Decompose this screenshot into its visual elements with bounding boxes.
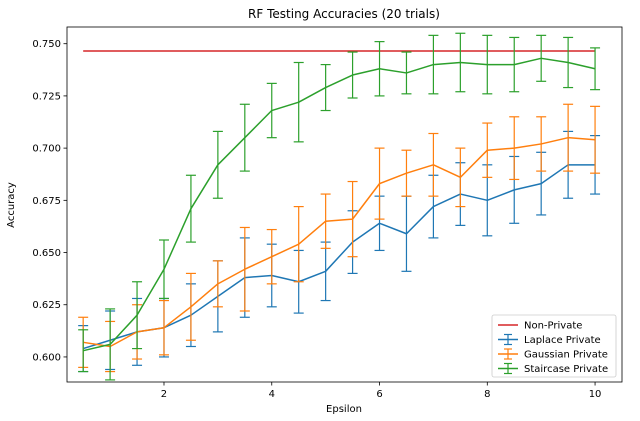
plot-frame <box>66 26 623 383</box>
x-tick-label: 10 <box>589 389 602 400</box>
y-tick-label: 0.700 <box>32 144 61 155</box>
series-line <box>83 136 596 348</box>
y-axis-label: Accuracy <box>6 182 17 228</box>
y-tick-label: 0.600 <box>32 352 61 363</box>
plot-area <box>78 32 601 381</box>
x-axis: 2 4 6 8 10 <box>161 382 602 400</box>
y-tick-label: 0.750 <box>32 39 61 50</box>
y-tick-label: 0.650 <box>32 248 61 259</box>
legend: Non-Private Laplace Private Gaussian Priva… <box>491 314 617 378</box>
series-staircase-private <box>78 32 601 381</box>
x-tick-label: 6 <box>376 389 382 400</box>
x-axis-label: Epsilon <box>326 404 362 415</box>
x-tick-label: 8 <box>484 389 490 400</box>
y-axis: 0.600 0.625 0.650 0.675 0.700 0.725 0.750 <box>32 39 67 363</box>
y-tick-label: 0.725 <box>32 91 61 102</box>
chart-title: RF Testing Accuracies (20 trials) <box>248 7 440 21</box>
legend-label: Laplace Private <box>524 335 601 346</box>
x-tick-label: 4 <box>269 389 275 400</box>
y-tick-label: 0.625 <box>32 300 61 311</box>
series-line <box>82 164 596 350</box>
legend-box <box>491 314 617 378</box>
y-tick-label: 0.675 <box>32 196 61 207</box>
series-line <box>82 57 596 352</box>
legend-label: Staircase Private <box>524 364 608 375</box>
x-tick-label: 2 <box>161 389 167 400</box>
legend-label: Non-Private <box>524 321 582 332</box>
legend-label: Gaussian Private <box>524 350 608 361</box>
